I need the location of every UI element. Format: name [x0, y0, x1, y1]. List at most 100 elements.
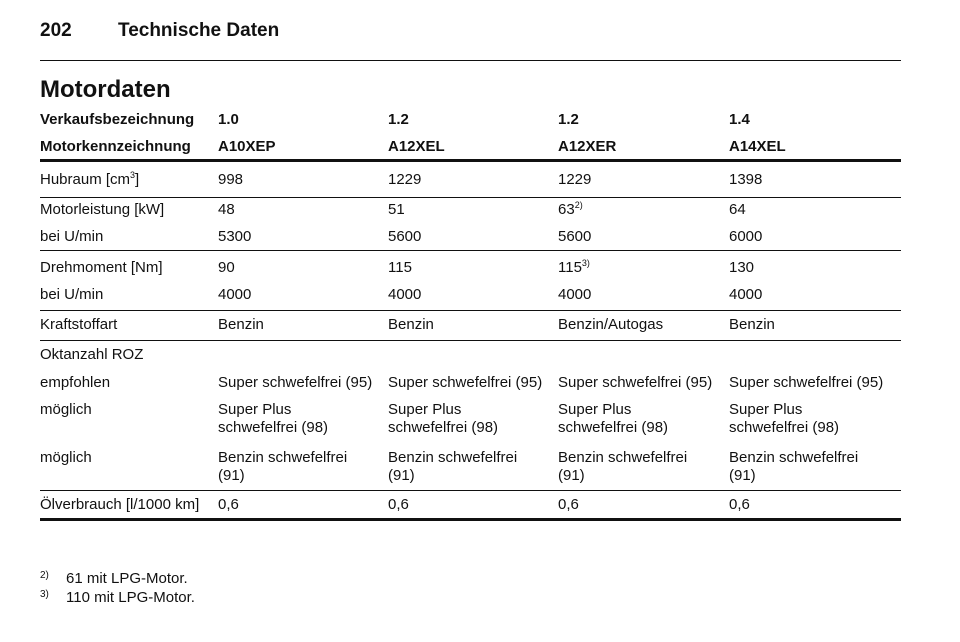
- table-rule: [40, 159, 901, 162]
- table-cell: 4000: [729, 286, 763, 303]
- table-cell: 4000: [218, 286, 252, 303]
- table-cell: Super schwefelfrei (95): [218, 374, 373, 391]
- table-cell: Benzin: [218, 316, 264, 333]
- table-cell: 5300: [218, 228, 252, 245]
- table-cell: Verkaufsbezeichnung: [40, 111, 195, 128]
- table-cell: A10XEP: [218, 138, 276, 155]
- cell-text: Hubraum [cm: [40, 171, 131, 188]
- table-cell: A12XEL: [388, 138, 445, 155]
- table-cell: 998: [218, 171, 244, 188]
- superscript: 3: [130, 170, 136, 180]
- cell-line: Super Plus: [558, 401, 632, 418]
- table-cell: Super Plus schwefelfrei (98): [388, 401, 498, 437]
- table-cell: Benzin schwefelfrei (91): [388, 449, 517, 485]
- table-cell: Benzin/Autogas: [558, 316, 664, 333]
- table-cell: A12XER: [558, 138, 617, 155]
- table-cell: Motorkennzeichnung: [40, 138, 191, 155]
- table-rule: [40, 197, 901, 198]
- table-cell: Kraftstoffart: [40, 316, 118, 333]
- cell-line: (91): [218, 467, 245, 484]
- table-cell: 5600: [558, 228, 592, 245]
- table-cell: Benzin schwefelfrei (91): [558, 449, 687, 485]
- table-cell: 48: [218, 201, 235, 218]
- table-cell: möglich: [40, 401, 92, 418]
- table-cell: 4000: [558, 286, 592, 303]
- superscript: 3): [581, 258, 590, 268]
- cell-line: Super Plus: [729, 401, 803, 418]
- table-cell: Benzin schwefelfrei (91): [729, 449, 858, 485]
- table-cell: 0,6: [388, 496, 409, 513]
- table-rule: [40, 310, 901, 311]
- table-cell: 1.2: [558, 111, 579, 128]
- table-cell: Ölverbrauch [l/1000 km]: [40, 496, 200, 513]
- table-cell: bei U/min: [40, 228, 104, 245]
- table-cell: A14XEL: [729, 138, 786, 155]
- table-cell: empfohlen: [40, 374, 111, 391]
- footnote-mark: 3): [40, 589, 49, 600]
- table-cell: Benzin: [729, 316, 775, 333]
- cell-line: schwefelfrei (98): [218, 419, 329, 436]
- table-cell: 1.4: [729, 111, 750, 128]
- cell-line: schwefelfrei (98): [729, 419, 840, 436]
- table-cell: Benzin: [388, 316, 434, 333]
- cell-text: 63: [558, 201, 575, 218]
- superscript: 2): [574, 200, 583, 210]
- cell-line: schwefelfrei (98): [558, 419, 669, 436]
- cell-text: ]: [135, 171, 140, 188]
- table-cell: 6000: [729, 228, 763, 245]
- cell-line: Benzin schwefelfrei: [388, 449, 518, 466]
- table-cell: 1229: [388, 171, 422, 188]
- table-cell: 0,6: [218, 496, 239, 513]
- table-cell: 1398: [729, 171, 763, 188]
- table-cell: Oktanzahl ROZ: [40, 346, 144, 363]
- table-cell: 1.2: [388, 111, 409, 128]
- table-cell: Super schwefelfrei (95): [558, 374, 713, 391]
- table-cell: Super schwefelfrei (95): [388, 374, 543, 391]
- footnote-text: 61 mit LPG-Motor.: [66, 570, 188, 587]
- section-title: Motordaten: [40, 76, 171, 103]
- cell-line: Benzin schwefelfrei: [218, 449, 348, 466]
- table-cell: 5600: [388, 228, 422, 245]
- cell-line: Benzin schwefelfrei: [729, 449, 859, 466]
- table-cell: Super Plus schwefelfrei (98): [558, 401, 668, 437]
- table-cell: Super Plus schwefelfrei (98): [218, 401, 328, 437]
- footnote-mark: 2): [40, 570, 49, 581]
- table-cell: 1.0: [218, 111, 239, 128]
- cell-line: Super Plus: [388, 401, 462, 418]
- table-rule: [40, 490, 901, 491]
- table-cell: Benzin schwefelfrei (91): [218, 449, 347, 485]
- table-cell: Motorleistung [kW]: [40, 201, 165, 218]
- table-cell: 0,6: [729, 496, 750, 513]
- table-cell: 51: [388, 201, 405, 218]
- table-cell: 0,6: [558, 496, 579, 513]
- table-cell: Super Plus schwefelfrei (98): [729, 401, 839, 437]
- table-cell: Super schwefelfrei (95): [729, 374, 884, 391]
- cell-text: 115: [558, 259, 582, 276]
- table-rule: [40, 340, 901, 341]
- page-number: 202: [40, 20, 72, 41]
- footnote-text: 110 mit LPG-Motor.: [66, 589, 195, 606]
- cell-line: (91): [388, 467, 415, 484]
- table-cell: Hubraum [cm3]: [40, 171, 139, 189]
- table-cell: möglich: [40, 449, 92, 466]
- table-rule: [40, 250, 901, 251]
- cell-line: Super Plus: [218, 401, 292, 418]
- table-cell: 4000: [388, 286, 422, 303]
- table-cell: 90: [218, 259, 235, 276]
- table-cell: Drehmoment [Nm]: [40, 259, 163, 276]
- table-cell: 1229: [558, 171, 592, 188]
- cell-line: (91): [558, 467, 585, 484]
- table-rule: [40, 518, 901, 521]
- cell-line: Benzin schwefelfrei: [558, 449, 688, 466]
- table-cell: 64: [729, 201, 746, 218]
- page-title: Technische Daten: [118, 20, 280, 41]
- table-cell: 1153): [558, 259, 590, 277]
- header-rule: [40, 60, 901, 61]
- table-cell: bei U/min: [40, 286, 104, 303]
- table-cell: 632): [558, 201, 583, 219]
- cell-line: schwefelfrei (98): [388, 419, 499, 436]
- cell-line: (91): [729, 467, 756, 484]
- table-cell: 115: [388, 259, 412, 276]
- table-cell: 130: [729, 259, 755, 276]
